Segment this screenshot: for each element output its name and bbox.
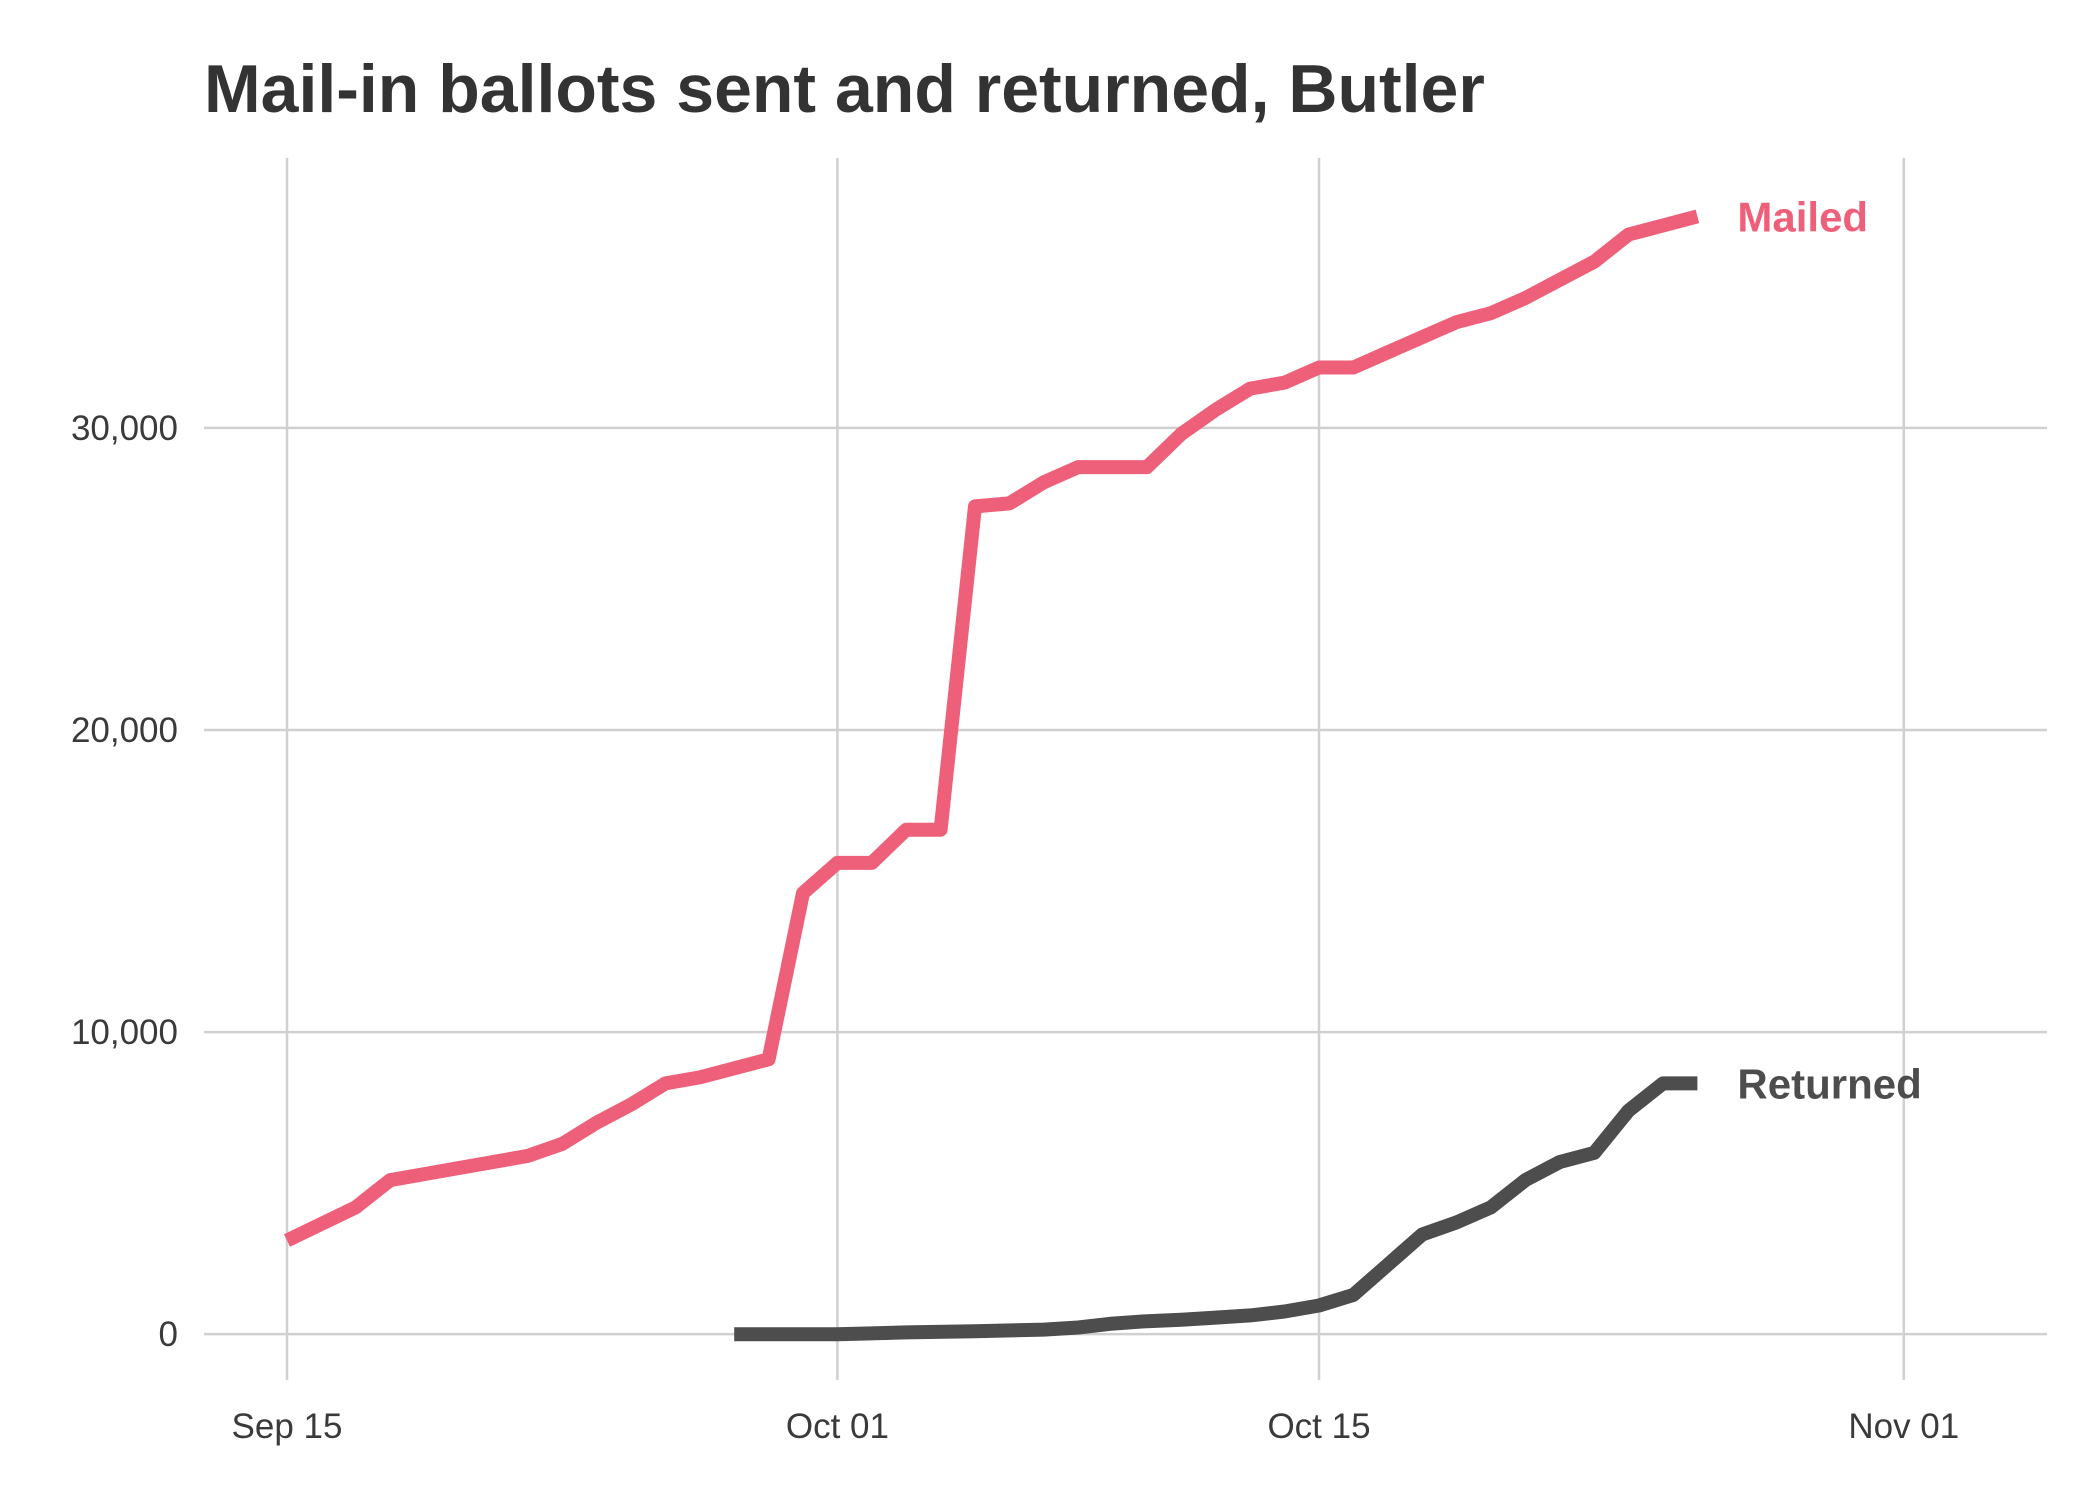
x-tick-label: Nov 01 [1848,1407,1959,1446]
y-tick-label: 10,000 [71,1013,178,1052]
x-tick-label: Oct 15 [1267,1407,1370,1446]
vertical-gridlines [285,158,1906,1380]
x-axis-tick-labels: Sep 15 Oct 01 Oct 15 Nov 01 [232,1407,1960,1446]
y-axis-tick-labels: 0 10,000 20,000 30,000 [71,409,178,1354]
series-label-returned: Returned [1737,1060,1921,1107]
series-end-labels: Mailed Returned [1737,193,1921,1107]
horizontal-gridlines [204,426,2047,1336]
x-tick-label: Oct 01 [786,1407,889,1446]
series-label-mailed: Mailed [1737,193,1868,240]
series-line-mailed [283,209,1700,1247]
x-tick-label: Sep 15 [232,1407,343,1446]
chart-title: Mail-in ballots sent and returned, Butle… [204,51,1485,127]
series-line-returned [734,1076,1698,1342]
y-tick-label: 0 [159,1315,178,1354]
series-lines [283,209,1700,1342]
y-tick-label: 20,000 [71,711,178,750]
y-tick-label: 30,000 [71,409,178,448]
